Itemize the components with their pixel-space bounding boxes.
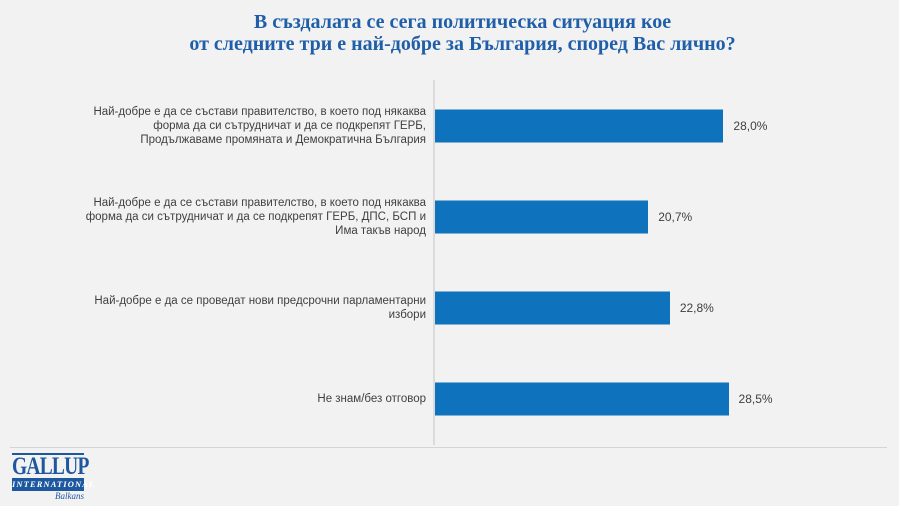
chart-row: Най-добре е да се проведат нови предсроч… (0, 263, 899, 354)
bar (435, 382, 729, 416)
bar (435, 109, 724, 143)
bar (435, 291, 670, 325)
category-label: Най-добре е да се проведат нови предсроч… (94, 295, 426, 322)
category-label: Най-добре е да се състави правителство, … (93, 105, 426, 146)
chart-row: Най-добре е да се състави правителство, … (0, 80, 899, 171)
chart-title-line2: от следните три е най-добре за България,… (189, 33, 736, 55)
logo-balkans-text: Balkans (55, 491, 84, 501)
chart-title: В създалата се сега политическа ситуация… (26, 11, 899, 55)
footer-divider (10, 447, 887, 448)
value-label: 28,0% (733, 118, 768, 133)
bar (435, 200, 649, 234)
value-label: 28,5% (738, 392, 773, 407)
category-label: Най-добре е да се състави правителство, … (85, 196, 426, 237)
bar-chart: Най-добре е да се състави правителство, … (0, 80, 899, 445)
chart-row: Най-добре е да се състави правителство, … (0, 171, 899, 262)
value-label: 22,8% (679, 301, 714, 316)
y-axis-line (433, 80, 435, 445)
chart-title-line1: В създалата се сега политическа ситуация… (253, 11, 672, 33)
gallup-logo: GALLUP INTERNATIONAL Balkans (12, 453, 96, 502)
logo-gallup-text: GALLUP (12, 453, 89, 480)
logo-rule (12, 453, 84, 455)
category-label: Не знам/без отговор (317, 393, 426, 406)
chart-row: Не знам/без отговор 28,5% (0, 354, 899, 445)
value-label: 20,7% (658, 209, 693, 224)
logo-international-text: INTERNATIONAL (12, 478, 96, 491)
